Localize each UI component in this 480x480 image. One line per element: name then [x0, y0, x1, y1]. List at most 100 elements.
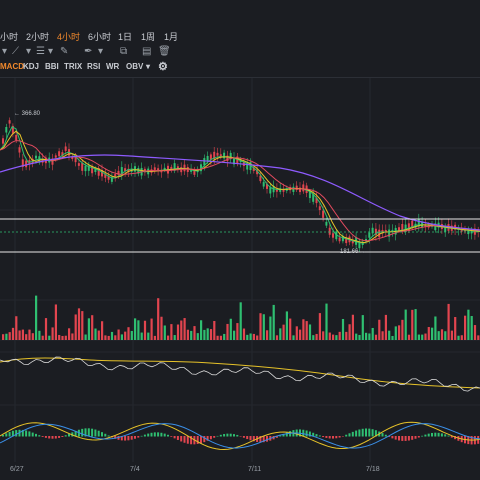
- macd-histogram-bar: [107, 435, 110, 437]
- obv-dropdown-icon[interactable]: ▾: [146, 62, 151, 71]
- volume-bar: [226, 323, 229, 340]
- tab-wr[interactable]: WR: [106, 62, 120, 71]
- macd-histogram-bar: [117, 436, 120, 440]
- settings-icon[interactable]: ⚙: [158, 61, 168, 73]
- candle-body: [127, 168, 130, 172]
- volume-bar: [223, 333, 226, 340]
- tab-obv[interactable]: OBV: [126, 62, 144, 71]
- candle-body: [473, 228, 476, 235]
- tab-1w[interactable]: 1周: [141, 32, 156, 42]
- macd-histogram-bar: [332, 436, 334, 439]
- volume-bar: [77, 308, 81, 340]
- volume-bar: [8, 332, 11, 340]
- candle-body: [223, 152, 226, 159]
- macd-histogram-bar: [101, 432, 103, 437]
- volume-bar: [305, 321, 308, 340]
- macd-histogram-bar: [167, 434, 169, 437]
- candle-body: [54, 155, 57, 158]
- candle-body: [275, 189, 278, 192]
- macd-histogram-bar: [312, 432, 315, 437]
- tab-6h[interactable]: 6小时: [88, 32, 112, 42]
- macd-histogram-bar: [236, 434, 239, 437]
- candle-body: [328, 227, 331, 235]
- macd-histogram-bar: [61, 436, 64, 437]
- candle-body: [64, 146, 67, 151]
- macd-histogram-bar: [368, 428, 371, 437]
- tab-2h[interactable]: 2小时: [26, 32, 50, 42]
- volume-bar: [183, 318, 186, 340]
- volume-bar: [31, 333, 34, 340]
- volume-bar: [361, 315, 364, 340]
- tab-1h[interactable]: 小时: [0, 32, 19, 42]
- macd-histogram-bar: [414, 436, 417, 439]
- pen-tool-icon[interactable]: ✒: [84, 46, 93, 57]
- volume-bar: [467, 309, 470, 340]
- macd-histogram-bar: [282, 433, 285, 437]
- macd-histogram-bar: [394, 436, 397, 440]
- menu-icon[interactable]: ☰: [36, 46, 45, 57]
- layout-icon[interactable]: ▤: [142, 46, 152, 57]
- candle-body: [388, 229, 391, 237]
- volume-bar: [325, 303, 328, 340]
- candle-body: [282, 189, 285, 192]
- macd-histogram-bar: [200, 436, 202, 444]
- macd-histogram-bar: [44, 436, 47, 438]
- tab-bbi[interactable]: BBI: [45, 62, 59, 71]
- macd-histogram-bar: [365, 428, 367, 437]
- obv-signal-line: [0, 357, 480, 389]
- volume-bar: [457, 335, 460, 340]
- macd-histogram-bar: [94, 429, 97, 437]
- volume-bar: [454, 317, 457, 340]
- line-tool-icon[interactable]: ⟋: [12, 46, 19, 57]
- candle-body: [384, 229, 387, 233]
- macd-histogram-bar: [361, 428, 364, 437]
- screenshot-icon[interactable]: ⧉: [120, 46, 128, 57]
- tab-1d[interactable]: 1日: [118, 32, 133, 42]
- candle-body: [153, 167, 156, 170]
- draw-tool-icon[interactable]: ✎: [60, 46, 69, 57]
- macd-histogram-bar: [143, 434, 146, 437]
- volume-bar: [239, 302, 242, 340]
- tab-trix[interactable]: TRIX: [64, 62, 83, 71]
- macd-histogram-bar: [440, 433, 443, 437]
- long-moving-average-line: [0, 154, 480, 231]
- volume-bar: [434, 316, 437, 340]
- candle-body: [374, 228, 377, 236]
- candle-body: [21, 159, 24, 167]
- candle-body: [318, 206, 321, 211]
- macd-histogram-bar: [315, 434, 318, 437]
- macd-histogram-bar: [104, 433, 107, 437]
- candle-body: [104, 173, 107, 178]
- tab-kdj[interactable]: KDJ: [23, 62, 40, 71]
- chevron-down-icon[interactable]: ▾: [2, 46, 8, 57]
- trash-icon[interactable]: 🗑: [158, 46, 171, 57]
- chevron-down-icon[interactable]: ▾: [98, 46, 104, 57]
- tab-4h[interactable]: 4小时: [57, 32, 81, 42]
- macd-histogram-bar: [341, 436, 344, 437]
- tab-1m[interactable]: 1月: [164, 32, 179, 42]
- tab-rsi[interactable]: RSI: [87, 62, 101, 71]
- volume-bar: [341, 318, 345, 340]
- volume-bar: [411, 309, 414, 340]
- macd-histogram-bar: [74, 430, 77, 437]
- volume-bar: [163, 325, 166, 340]
- volume-bar: [381, 331, 384, 340]
- volume-bar: [213, 320, 216, 340]
- candle-body: [219, 154, 222, 158]
- tab-macd[interactable]: MACD: [0, 62, 24, 71]
- top-bar: [0, 0, 480, 28]
- macd-histogram-bar: [120, 436, 123, 441]
- candle-body: [15, 134, 18, 141]
- candle-body: [325, 221, 328, 226]
- volume-bar: [193, 326, 196, 340]
- macd-histogram-bar: [401, 436, 404, 441]
- macd-histogram-bar: [371, 429, 374, 437]
- candle-body: [229, 152, 232, 160]
- chevron-down-icon[interactable]: ▾: [26, 46, 32, 57]
- macd-histogram-bar: [170, 436, 173, 437]
- candle-body: [444, 225, 447, 232]
- candle-body: [107, 176, 110, 180]
- chevron-down-icon[interactable]: ▾: [48, 46, 54, 57]
- volume-bar: [176, 324, 180, 340]
